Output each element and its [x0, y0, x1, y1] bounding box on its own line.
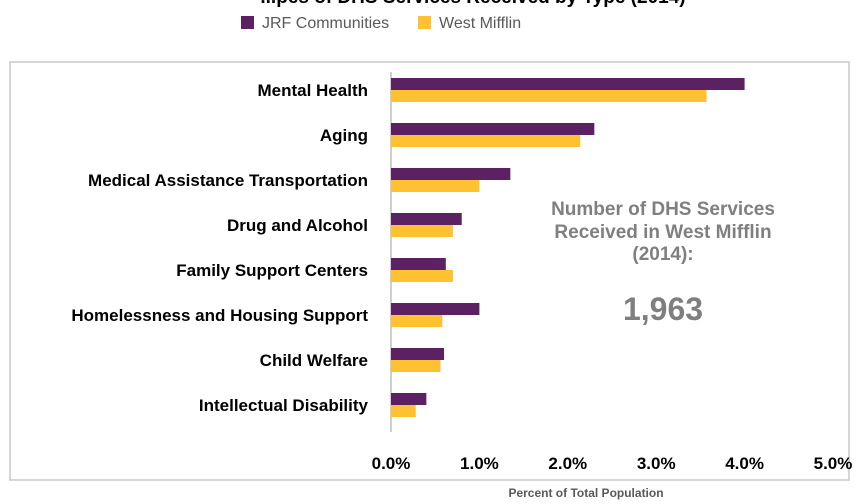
x-tick-label: 5.0%: [814, 454, 853, 473]
annotation-line: Number of DHS Services: [551, 199, 775, 220]
plot-area-border: [9, 61, 850, 481]
category-label: Aging: [320, 126, 368, 145]
bar-west-mifflin-6: [391, 360, 441, 372]
x-axis-title: Percent of Total Population: [508, 486, 663, 500]
bar-west-mifflin-3: [391, 225, 453, 237]
bar-west-mifflin-4: [391, 270, 453, 282]
category-label: Mental Health: [257, 81, 368, 100]
title-layer: ...pes of DHS Services Received by Type …: [260, 0, 685, 8]
bar-jrf-2: [391, 168, 511, 180]
bar-jrf-6: [391, 348, 445, 360]
bar-jrf-1: [391, 123, 595, 135]
category-label: Medical Assistance Transportation: [88, 171, 368, 190]
bar-west-mifflin-5: [391, 315, 443, 327]
category-label: Family Support Centers: [176, 261, 368, 280]
bar-west-mifflin-0: [391, 90, 707, 102]
legend-swatch-jrf: [241, 16, 254, 29]
chart-title: ...pes of DHS Services Received by Type …: [260, 0, 685, 8]
x-tick-label: 4.0%: [725, 454, 764, 473]
category-label: Child Welfare: [260, 351, 368, 370]
legend-label: JRF Communities: [262, 15, 389, 32]
bar-west-mifflin-7: [391, 405, 416, 417]
bar-jrf-0: [391, 78, 745, 90]
bar-jrf-5: [391, 303, 480, 315]
legend-swatch-west-mifflin: [418, 16, 431, 29]
annotation-value: 1,963: [623, 291, 703, 327]
x-tick-labels: 0.0% 1.0% 2.0% 3.0% 4.0% 5.0%: [372, 454, 853, 473]
x-tick-label: 2.0%: [548, 454, 587, 473]
x-tick-label: 3.0%: [637, 454, 676, 473]
bar-jrf-4: [391, 258, 446, 270]
bar-jrf-7: [391, 393, 427, 405]
bars: [391, 78, 745, 417]
annotation-line: Received in West Mifflin: [554, 222, 771, 243]
category-label: Drug and Alcohol: [227, 216, 368, 235]
legend-label: West Mifflin: [439, 15, 521, 32]
category-label: Intellectual Disability: [199, 396, 369, 415]
bar-west-mifflin-1: [391, 135, 581, 147]
x-tick-label: 0.0%: [372, 454, 411, 473]
bar-jrf-3: [391, 213, 462, 225]
x-tick-label: 1.0%: [460, 454, 499, 473]
legend: JRF Communities West Mifflin: [241, 15, 521, 32]
category-label: Homelessness and Housing Support: [71, 306, 368, 325]
annotation-line: (2014):: [632, 244, 693, 265]
bar-west-mifflin-2: [391, 180, 480, 192]
category-labels: Mental Health Aging Medical Assistance Tra…: [71, 81, 368, 415]
